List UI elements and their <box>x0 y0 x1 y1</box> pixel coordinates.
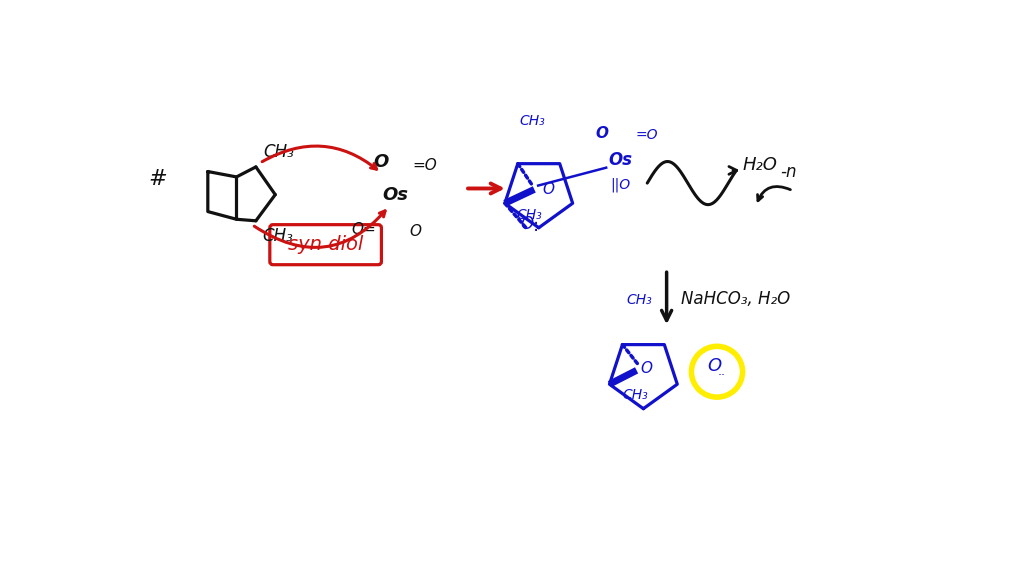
Text: O: O <box>542 182 554 197</box>
Text: CH₃: CH₃ <box>516 209 543 222</box>
Text: O: O <box>640 361 652 376</box>
Text: H₂O: H₂O <box>742 156 777 175</box>
Text: NaHCO₃, H₂O: NaHCO₃, H₂O <box>681 290 790 308</box>
Text: O: O <box>707 357 721 374</box>
Text: CH₃: CH₃ <box>262 227 293 245</box>
Text: CH₃: CH₃ <box>623 388 648 401</box>
Text: CH₃: CH₃ <box>627 293 652 307</box>
Text: -n: -n <box>780 162 797 180</box>
Text: :: : <box>532 217 539 236</box>
Text: =O: =O <box>636 128 658 142</box>
Text: CH₃: CH₃ <box>519 113 546 128</box>
Text: =O: =O <box>413 158 437 173</box>
Text: O: O <box>520 215 534 233</box>
Text: O=: O= <box>351 222 376 237</box>
Text: ··: ·· <box>718 369 726 382</box>
Text: CH₃: CH₃ <box>263 142 294 161</box>
Text: Os: Os <box>382 185 409 204</box>
Text: O: O <box>410 224 421 239</box>
Text: #: # <box>148 169 167 190</box>
Text: O: O <box>596 126 608 141</box>
FancyBboxPatch shape <box>270 225 381 265</box>
Text: ||O: ||O <box>610 177 630 192</box>
Text: syn diol: syn diol <box>288 235 364 254</box>
Text: Os: Os <box>608 151 632 169</box>
Text: O: O <box>374 153 389 171</box>
